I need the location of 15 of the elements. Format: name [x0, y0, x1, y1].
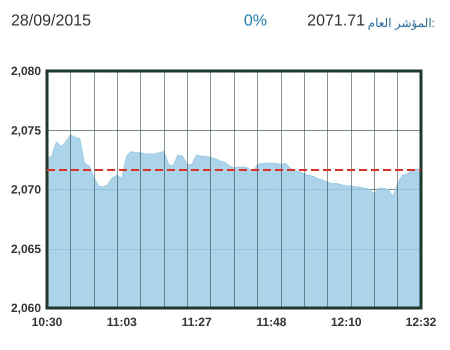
x-tick-label: 11:48 [256, 315, 287, 329]
y-tick-label: 2,080 [10, 64, 42, 78]
chart-title: 28/09/2015 [11, 12, 92, 30]
y-tick-label: 2,075 [10, 123, 42, 138]
text: المؤشر العام: [368, 16, 436, 30]
x-tick-label: 10:30 [32, 315, 63, 329]
text: 2071.71 [307, 12, 366, 30]
y-tick-label: 2,065 [10, 242, 42, 256]
x-tick-label: 12:32 [406, 315, 437, 329]
x-tick-label: 12:10 [330, 315, 362, 329]
text: 0% [244, 12, 267, 30]
y-tick-label: 2,060 [10, 301, 42, 315]
x-tick-label: 11:03 [106, 315, 138, 329]
x-tick-label: 11:27 [182, 315, 212, 329]
y-tick-label: 2,070 [10, 182, 42, 196]
